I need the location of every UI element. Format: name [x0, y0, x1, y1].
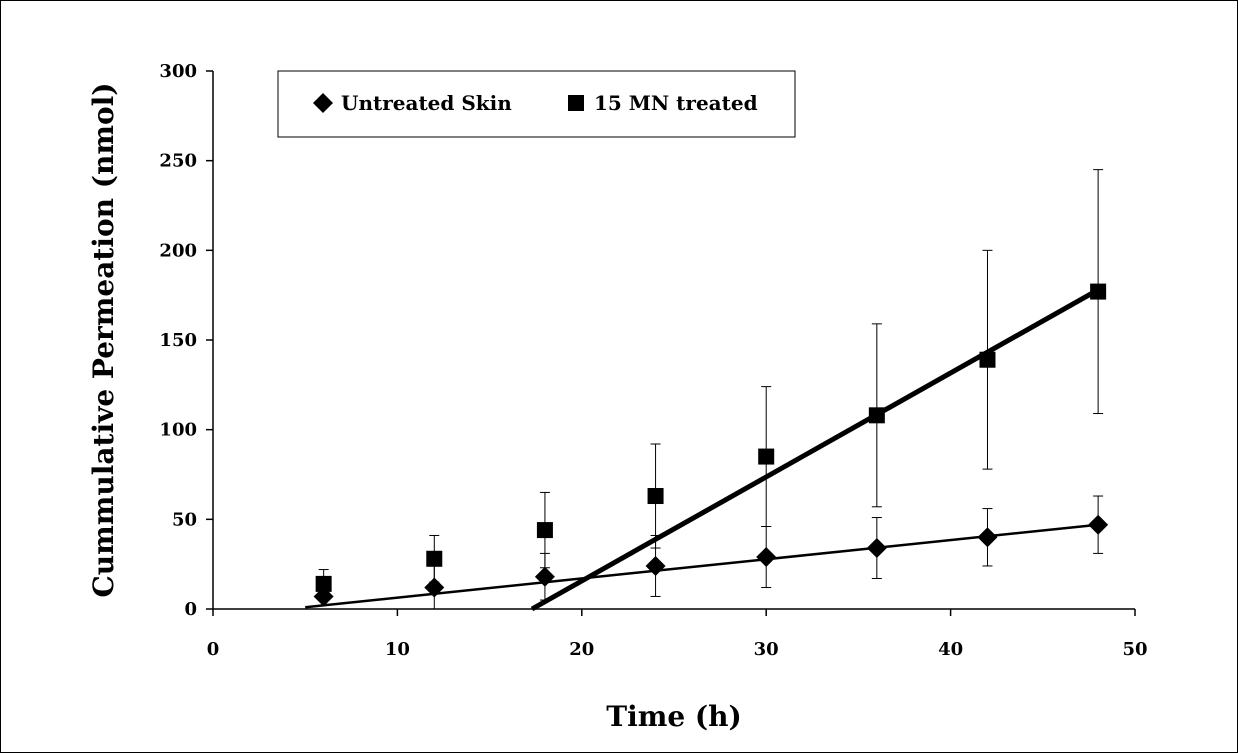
- data-point: [536, 522, 553, 539]
- axes: 0 50 100 150 200 250 300 0 10 20 30 40 50: [159, 61, 1147, 660]
- data-point: [645, 555, 666, 576]
- x-tick-label: 10: [385, 639, 410, 660]
- data-point: [868, 407, 885, 424]
- x-tick-label: 20: [569, 639, 594, 660]
- data-point: [426, 550, 443, 567]
- y-tick-label: 100: [159, 420, 197, 441]
- data-point: [758, 448, 775, 465]
- y-tick-label: 200: [159, 240, 197, 261]
- data-point: [1090, 283, 1107, 300]
- data-point: [534, 566, 555, 587]
- data-point: [647, 488, 664, 505]
- data-point: [977, 527, 998, 548]
- data-point: [315, 575, 332, 592]
- y-axis-title: Cummulative Permeation (nmol): [87, 82, 120, 597]
- legend-label: 15 MN treated: [594, 91, 758, 115]
- legend-label: Untreated Skin: [341, 91, 512, 115]
- y-tick-label: 150: [159, 330, 197, 351]
- series-1: [315, 169, 1107, 612]
- x-axis-title: Time (h): [606, 700, 742, 733]
- legend-box: [277, 70, 796, 138]
- x-tick-label: 30: [754, 639, 779, 660]
- legend: Untreated Skin 15 MN treated: [277, 70, 796, 138]
- y-tick-label: 250: [159, 151, 197, 172]
- data-point: [866, 538, 887, 559]
- data-point: [756, 546, 777, 567]
- y-tick-label: 50: [172, 509, 197, 530]
- legend-marker-square: [568, 95, 584, 111]
- y-tick-label: 300: [159, 61, 197, 82]
- data-point: [1088, 514, 1109, 535]
- trendline: [530, 287, 1100, 612]
- x-tick-label: 50: [1122, 639, 1147, 660]
- chart-marks: [305, 169, 1109, 612]
- legend-marker-diamond: [313, 93, 333, 113]
- data-point: [979, 351, 996, 368]
- y-tick-label: 0: [184, 599, 197, 620]
- x-tick-label: 40: [938, 639, 963, 660]
- x-tick-label: 0: [207, 639, 220, 660]
